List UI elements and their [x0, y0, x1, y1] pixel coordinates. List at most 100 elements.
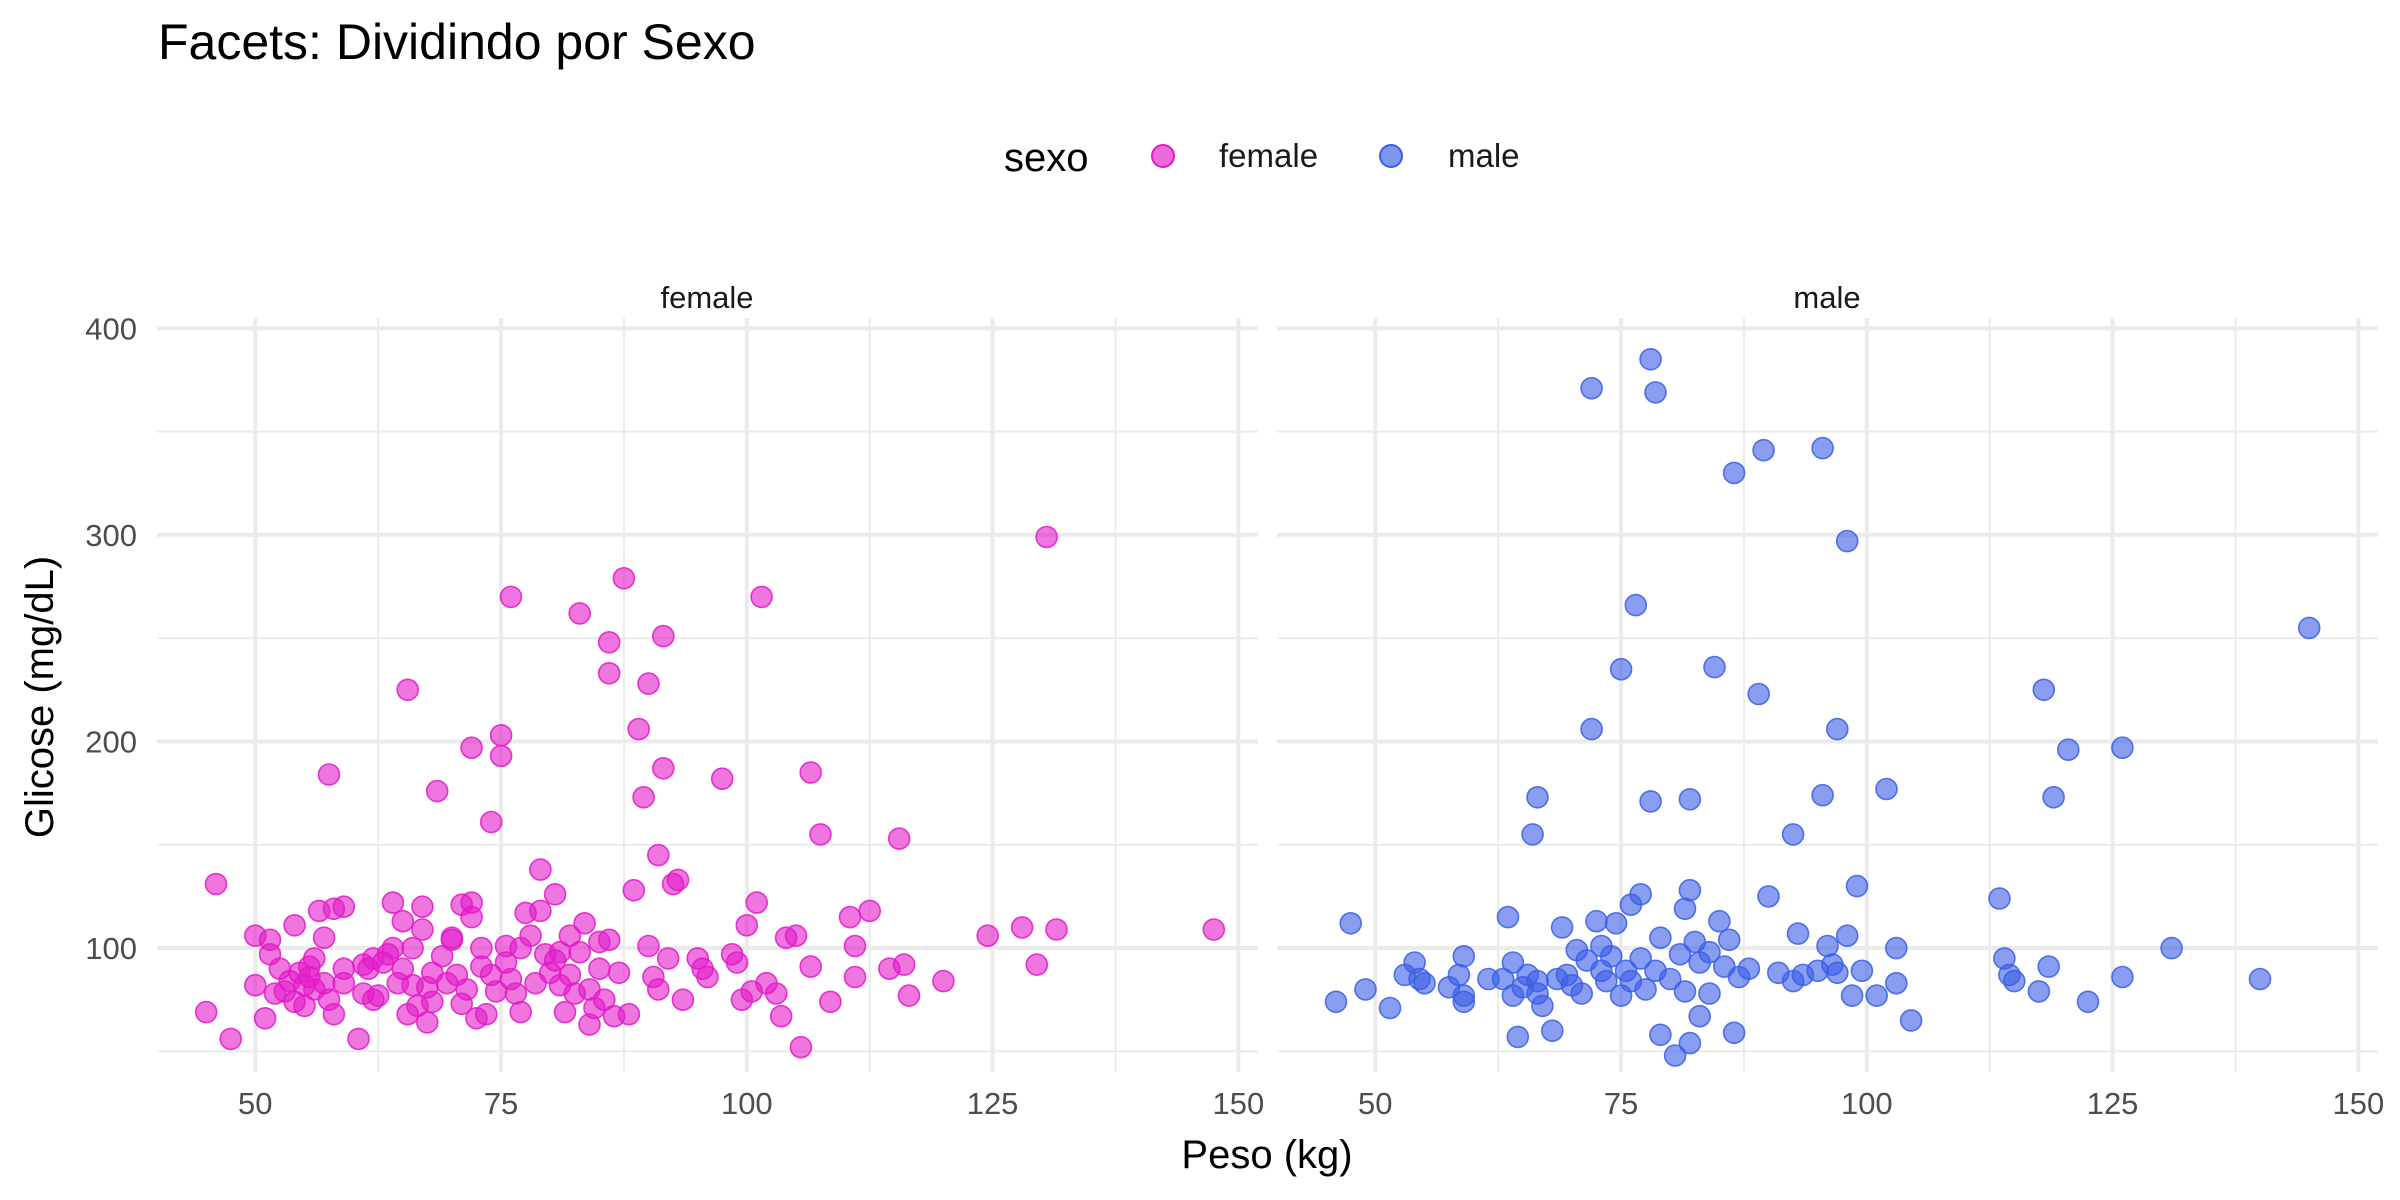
data-point-male	[1703, 655, 1726, 679]
data-point-female	[474, 1002, 498, 1026]
data-point-male	[1649, 926, 1672, 950]
facet-panel-female	[157, 318, 1258, 1072]
data-point-male	[1339, 911, 1362, 935]
data-point-female	[558, 963, 582, 987]
data-point-male	[1737, 957, 1761, 981]
data-point-female	[312, 926, 336, 950]
data-point-male	[1678, 878, 1702, 902]
data-point-female	[612, 566, 636, 590]
data-point-female	[558, 924, 582, 948]
data-point-female	[489, 723, 513, 747]
data-point-male	[1496, 905, 1520, 929]
legend-label-female: female	[1219, 137, 1318, 174]
facet-panel-male	[1277, 318, 2378, 1072]
data-point-male	[1531, 994, 1554, 1018]
data-point-male	[1835, 924, 1859, 948]
data-point-male	[1324, 990, 1348, 1014]
x-axis-ticks-male: 50 75 100 125 150	[1358, 1086, 2384, 1121]
data-point-female	[592, 988, 616, 1012]
data-point-female	[651, 624, 675, 648]
data-point-male	[1673, 980, 1697, 1003]
legend-key-male	[1379, 144, 1403, 168]
x-tick-label: 50	[238, 1086, 272, 1121]
y-tick-label: 200	[85, 724, 137, 759]
data-point-male	[1899, 1009, 1923, 1032]
data-point-female	[283, 913, 306, 937]
data-point-male	[1875, 777, 1898, 801]
data-point-female	[332, 971, 356, 995]
data-point-male	[1816, 934, 1839, 958]
data-point-female	[799, 761, 823, 784]
data-point-male	[1826, 961, 1849, 985]
data-point-male	[1668, 942, 1692, 966]
data-point-female	[809, 823, 832, 846]
data-point-female	[568, 602, 592, 625]
data-point-female	[411, 918, 434, 941]
x-tick-label: 150	[1212, 1086, 1264, 1121]
x-tick-label: 125	[967, 1086, 1019, 1121]
data-point-female	[656, 947, 680, 970]
data-point-male	[1850, 959, 1874, 983]
data-point-female	[671, 988, 695, 1012]
data-point-male	[1717, 928, 1741, 952]
x-tick-label: 75	[1604, 1086, 1638, 1121]
data-point-male	[2027, 980, 2051, 1003]
data-point-male	[1378, 996, 1402, 1020]
data-point-female	[646, 978, 670, 1001]
data-point-female	[479, 810, 503, 834]
data-point-female	[204, 872, 228, 896]
data-point-male	[1521, 823, 1544, 846]
data-point-male	[2037, 955, 2060, 978]
data-point-female	[745, 891, 769, 914]
data-point-male	[1752, 438, 1775, 462]
data-point-female	[799, 955, 823, 978]
x-tick-label: 150	[2332, 1086, 2384, 1121]
data-point-female	[597, 928, 621, 952]
data-point-female	[244, 973, 267, 997]
x-tick-label: 100	[721, 1086, 773, 1121]
data-point-female	[588, 957, 611, 981]
data-point-male	[1452, 944, 1476, 968]
data-point-male	[1865, 984, 1888, 1007]
data-point-male	[2032, 678, 2056, 702]
data-point-male	[2160, 936, 2183, 960]
data-point-male	[1491, 967, 1515, 991]
data-point-male	[1506, 1025, 1530, 1049]
data-point-male	[1658, 967, 1682, 991]
data-point-female	[440, 928, 464, 952]
data-point-female	[381, 936, 405, 960]
data-point-female	[543, 882, 567, 906]
x-tick-label: 100	[1841, 1086, 1893, 1121]
data-point-male	[2042, 785, 2065, 809]
data-point-female	[391, 909, 415, 933]
data-point-male	[1452, 990, 1476, 1014]
data-point-female	[391, 957, 415, 981]
data-point-female	[489, 744, 513, 768]
data-point-female	[219, 1027, 242, 1051]
data-point-male	[1698, 940, 1721, 964]
data-point-female	[1010, 916, 1034, 939]
x-tick-label: 125	[2087, 1086, 2139, 1121]
data-point-male	[1585, 909, 1608, 933]
data-point-female	[347, 1027, 370, 1051]
data-point-female	[332, 895, 356, 919]
x-tick-label: 75	[484, 1086, 518, 1121]
data-point-male	[1757, 885, 1780, 908]
y-tick-label: 100	[85, 931, 137, 966]
data-point-female	[509, 1000, 533, 1024]
data-point-male	[1354, 978, 1377, 1001]
data-point-female	[317, 763, 341, 786]
data-point-female	[460, 905, 483, 929]
data-point-male	[1722, 1021, 1746, 1045]
data-point-male	[1639, 347, 1662, 371]
data-point-female	[529, 858, 552, 881]
data-point-male	[1629, 947, 1652, 970]
data-point-male	[1629, 882, 1652, 906]
data-point-female	[819, 990, 842, 1014]
y-tick-label: 400	[85, 311, 137, 346]
data-point-female	[932, 969, 955, 993]
data-point-female	[622, 878, 646, 902]
data-point-female	[253, 1006, 277, 1030]
data-point-female	[470, 936, 493, 960]
data-point-male	[1663, 1044, 1687, 1067]
